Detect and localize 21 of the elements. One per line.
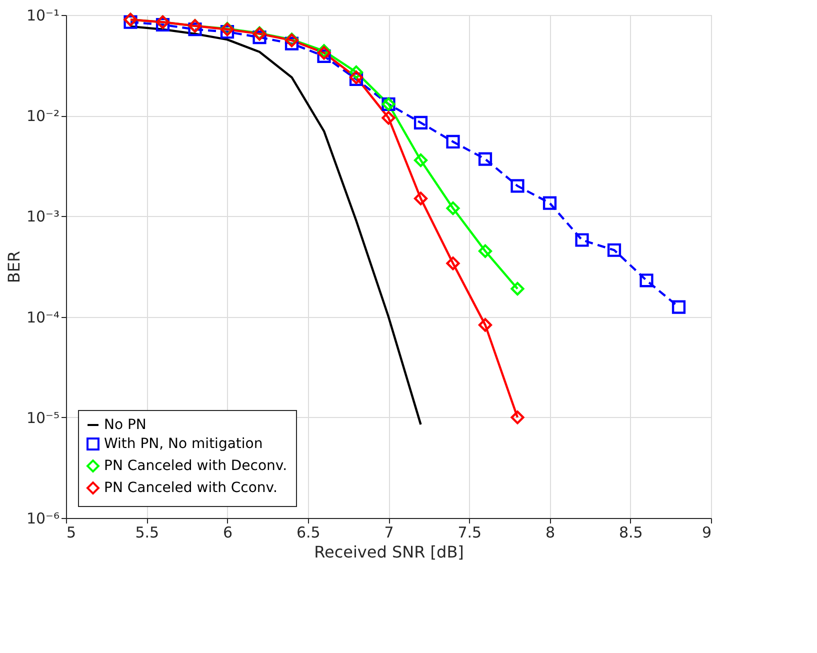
x-axis-title: Received SNR [dB] xyxy=(314,542,464,562)
x-tick-label: 6.5 xyxy=(296,524,320,542)
y-tick-label: 10⁻⁴ xyxy=(26,308,60,326)
legend-label: PN Canceled with Deconv. xyxy=(104,458,288,474)
legend-label: With PN, No mitigation xyxy=(104,436,263,452)
x-tick-label: 8 xyxy=(545,524,556,542)
x-tick-label: 9 xyxy=(702,524,712,542)
x-tick-label: 7.5 xyxy=(458,524,482,542)
y-tick-label: 10⁻³ xyxy=(26,208,60,226)
y-axis-title: BER xyxy=(4,250,24,284)
x-tick-label: 5 xyxy=(66,524,76,542)
x-tick-label: 8.5 xyxy=(618,524,643,542)
y-tick-label: 10⁻¹ xyxy=(26,6,60,24)
y-tick-label: 10⁻² xyxy=(26,107,60,126)
x-tick-label: 5.5 xyxy=(135,524,160,542)
legend-label: PN Canceled with Cconv. xyxy=(104,480,278,496)
y-tick-label: 10⁻⁶ xyxy=(26,510,60,528)
x-tick-label: 7 xyxy=(384,524,394,542)
y-tick-label: 10⁻⁵ xyxy=(26,408,60,427)
legend-label: No PN xyxy=(104,417,146,433)
x-tick-label: 6 xyxy=(222,524,233,542)
